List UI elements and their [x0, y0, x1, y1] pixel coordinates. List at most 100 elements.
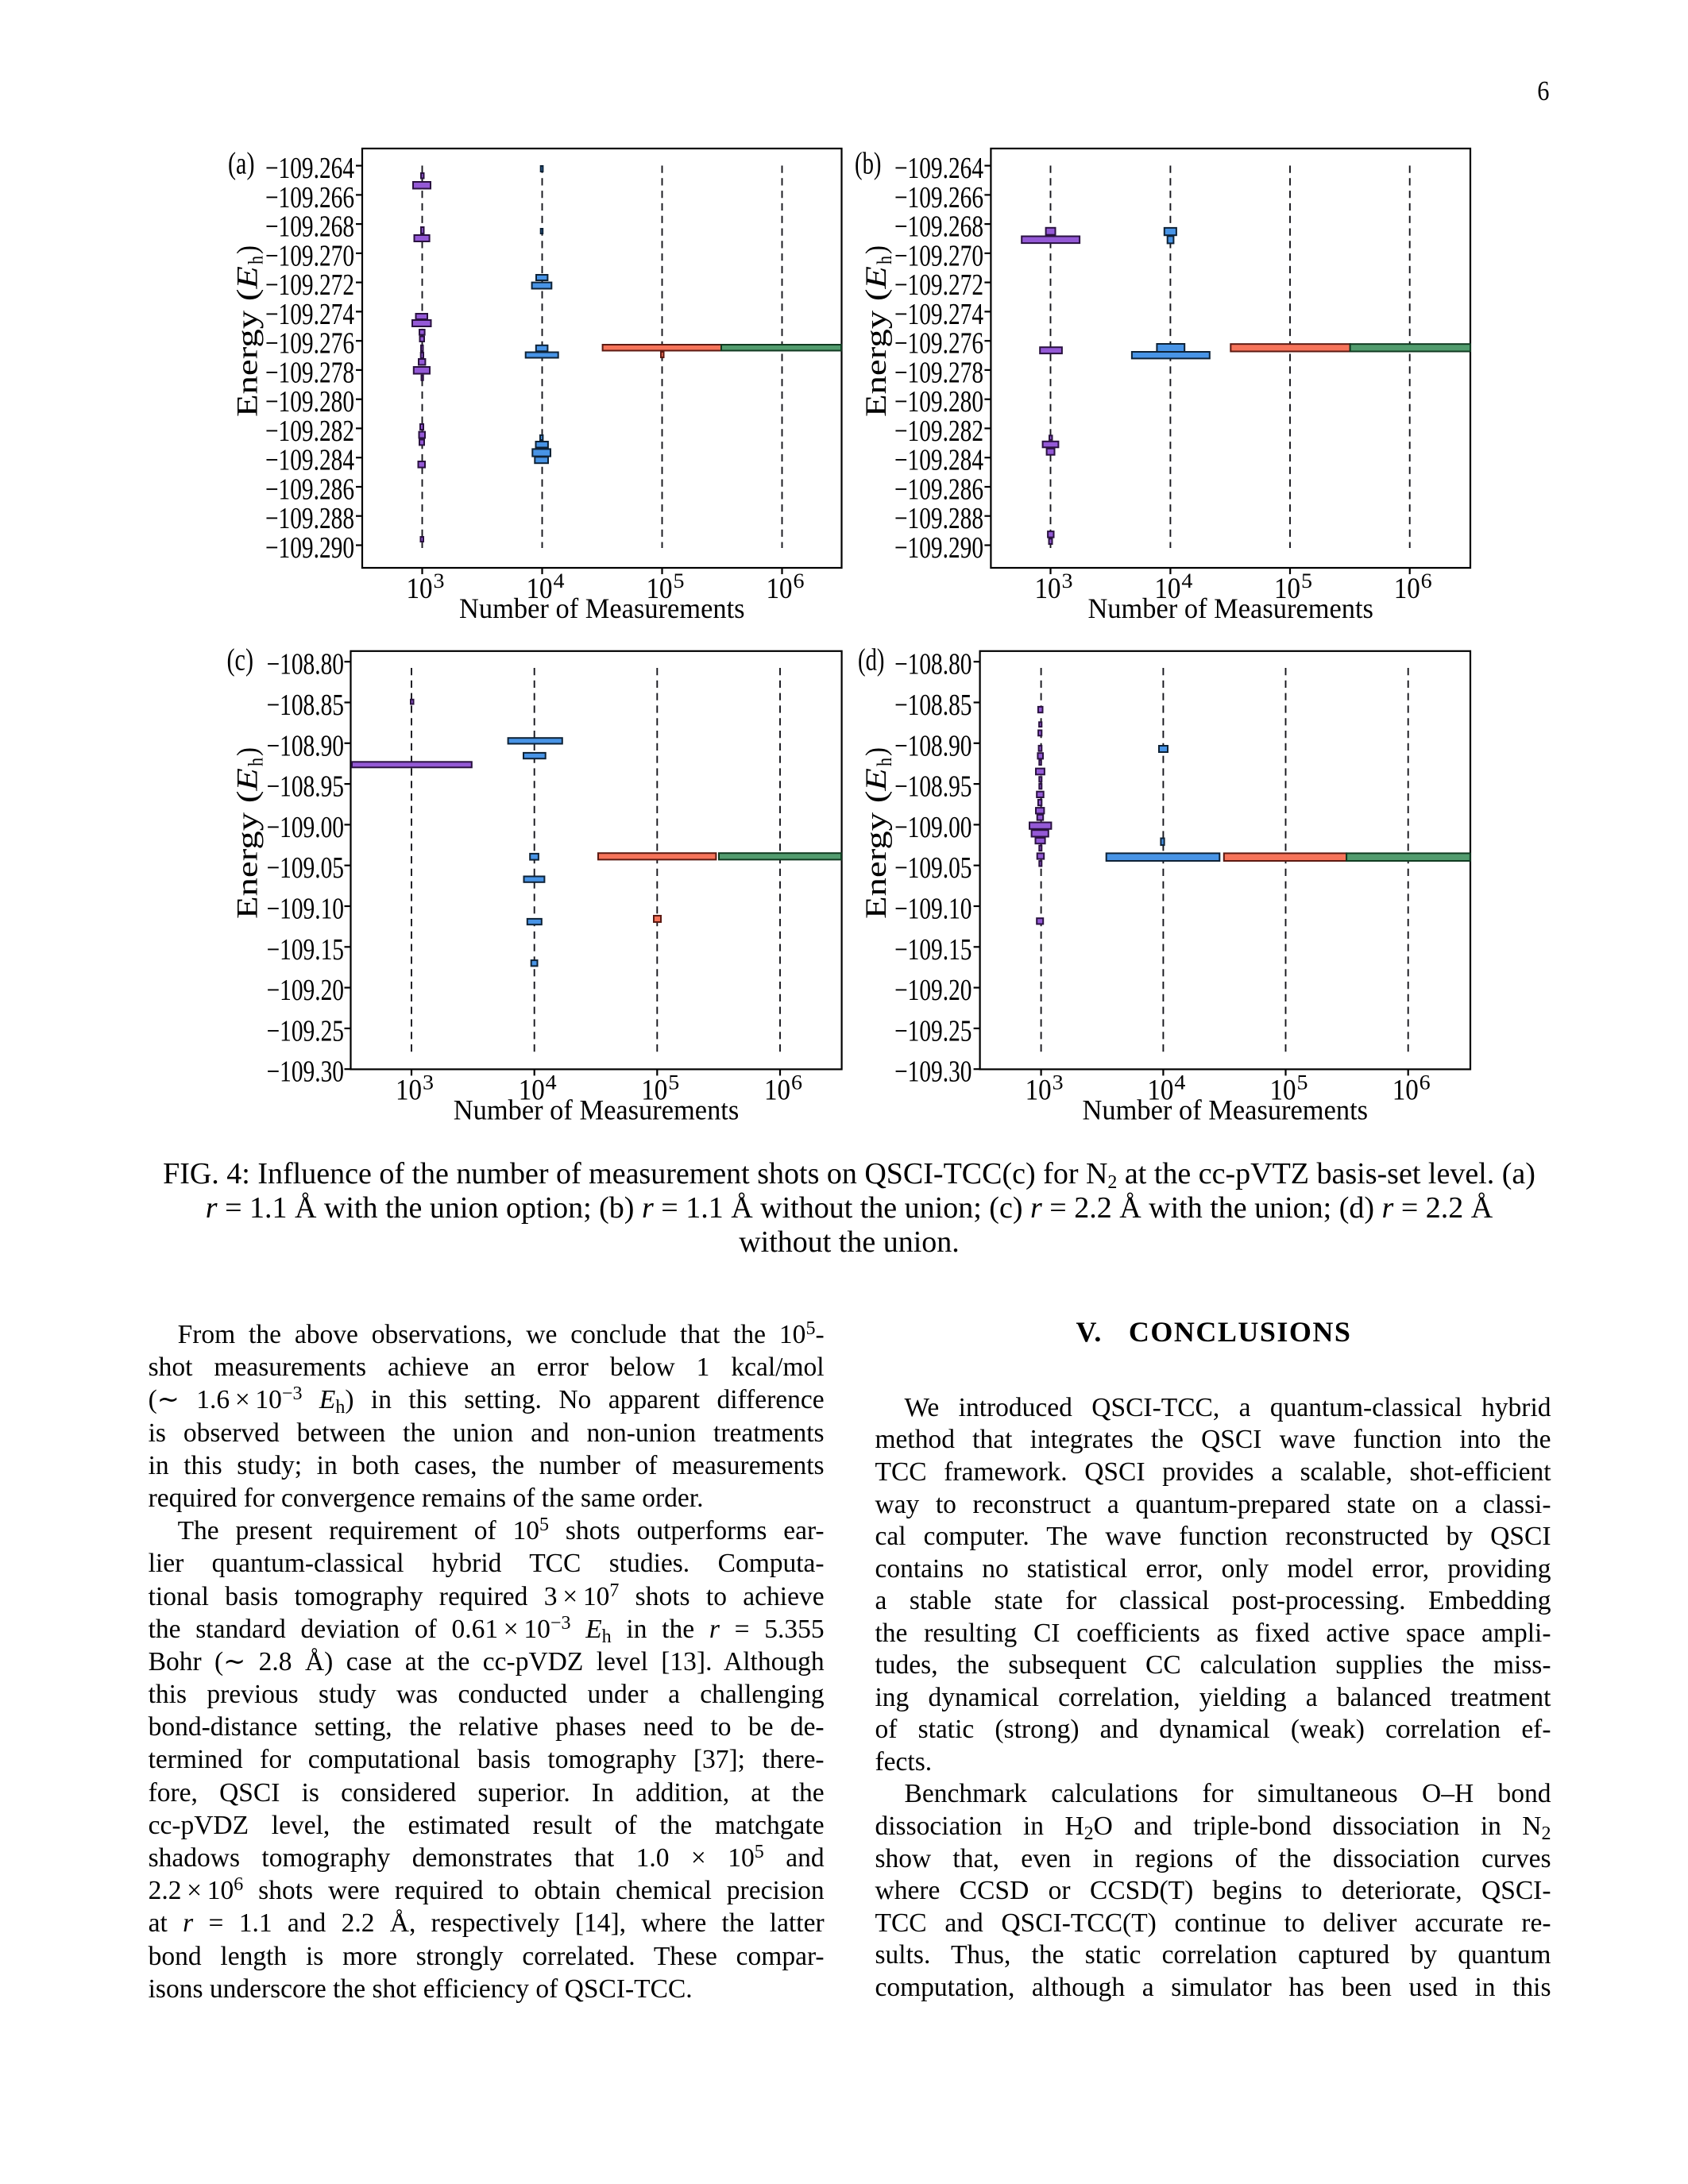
svg-text:5: 5	[674, 569, 685, 592]
svg-text:): )	[860, 245, 893, 254]
svg-text:): )	[232, 747, 265, 756]
svg-text:Number of Measurements: Number of Measurements	[1083, 1094, 1369, 1125]
svg-text:−108.90: −108.90	[267, 729, 344, 762]
svg-text:10: 10	[1274, 573, 1300, 605]
svg-text:Number of Measurements: Number of Measurements	[454, 1094, 740, 1125]
svg-text:5: 5	[668, 1071, 679, 1094]
svg-text:−109.20: −109.20	[894, 974, 971, 1007]
svg-text:(b): (b)	[855, 146, 882, 180]
svg-text:−108.95: −108.95	[894, 770, 971, 804]
svg-text:6: 6	[1537, 75, 1549, 106]
svg-text:Energy (E: Energy (E	[232, 266, 265, 417]
svg-text:3: 3	[423, 1071, 434, 1094]
svg-text:10: 10	[647, 573, 673, 605]
svg-text:−109.278: −109.278	[265, 356, 354, 389]
svg-text:3: 3	[434, 569, 445, 592]
svg-text:−109.270: −109.270	[265, 239, 354, 272]
svg-text:4: 4	[554, 569, 565, 592]
svg-text:5: 5	[1301, 569, 1312, 592]
svg-text:3: 3	[1053, 1071, 1064, 1094]
svg-text:−109.05: −109.05	[267, 851, 344, 885]
svg-text:10: 10	[1394, 573, 1420, 605]
svg-text:−109.10: −109.10	[894, 893, 971, 926]
svg-text:(d): (d)	[858, 643, 885, 677]
svg-text:h: h	[245, 758, 268, 766]
svg-text:−109.276: −109.276	[894, 327, 983, 361]
svg-text:−108.90: −108.90	[894, 729, 971, 762]
svg-text:Energy (E: Energy (E	[860, 768, 893, 919]
svg-text:−109.290: −109.290	[265, 531, 354, 565]
svg-text:−109.25: −109.25	[894, 1014, 971, 1048]
svg-text:10: 10	[764, 1074, 790, 1106]
svg-text:−109.284: −109.284	[265, 444, 354, 477]
svg-text:−108.80: −108.80	[267, 648, 344, 681]
svg-text:−109.00: −109.00	[894, 811, 971, 844]
svg-text:−109.280: −109.280	[265, 385, 354, 419]
svg-text:10: 10	[641, 1074, 667, 1106]
svg-text:h: h	[873, 758, 896, 766]
svg-text:10: 10	[1270, 1074, 1296, 1106]
svg-text:−109.25: −109.25	[267, 1014, 344, 1048]
svg-text:−109.264: −109.264	[265, 152, 354, 185]
svg-text:−109.264: −109.264	[894, 152, 983, 185]
svg-text:−109.286: −109.286	[894, 473, 983, 507]
svg-text:h: h	[245, 256, 268, 264]
svg-text:3: 3	[1062, 569, 1073, 592]
svg-text:5: 5	[1297, 1071, 1308, 1094]
svg-text:−109.05: −109.05	[894, 851, 971, 885]
svg-text:−109.00: −109.00	[267, 811, 344, 844]
svg-text:−109.280: −109.280	[894, 385, 983, 419]
svg-text:−109.272: −109.272	[265, 268, 354, 302]
svg-text:10: 10	[407, 573, 433, 605]
svg-text:10: 10	[1154, 573, 1180, 605]
svg-text:(a): (a)	[228, 146, 255, 180]
svg-text:−109.268: −109.268	[265, 210, 354, 244]
svg-text:4: 4	[546, 1071, 557, 1094]
svg-text:h: h	[873, 256, 896, 264]
svg-text:−109.270: −109.270	[894, 239, 983, 272]
svg-text:10: 10	[1393, 1074, 1419, 1106]
svg-text:10: 10	[1035, 573, 1061, 605]
svg-text:−109.278: −109.278	[894, 356, 983, 389]
svg-text:10: 10	[519, 1074, 545, 1106]
svg-text:−109.274: −109.274	[894, 298, 983, 331]
svg-text:−109.15: −109.15	[894, 933, 971, 967]
svg-text:6: 6	[791, 1071, 802, 1094]
svg-text:−109.15: −109.15	[267, 933, 344, 967]
svg-text:−109.286: −109.286	[265, 473, 354, 507]
svg-text:−109.10: −109.10	[267, 893, 344, 926]
svg-text:10: 10	[396, 1074, 422, 1106]
svg-text:−109.276: −109.276	[265, 327, 354, 361]
svg-text:−109.266: −109.266	[894, 181, 983, 214]
svg-text:−108.85: −108.85	[894, 689, 971, 722]
svg-text:Number of Measurements: Number of Measurements	[459, 592, 745, 624]
svg-text:−109.284: −109.284	[894, 444, 983, 477]
svg-text:10: 10	[1026, 1074, 1052, 1106]
svg-text:): )	[232, 245, 265, 254]
svg-text:6: 6	[1420, 1071, 1431, 1094]
svg-text:6: 6	[794, 569, 805, 592]
svg-text:Number of Measurements: Number of Measurements	[1087, 592, 1373, 624]
svg-text:−109.288: −109.288	[894, 502, 983, 535]
svg-text:−109.268: −109.268	[894, 210, 983, 244]
svg-text:Energy (E: Energy (E	[860, 266, 893, 417]
svg-text:): )	[860, 747, 893, 756]
svg-text:−108.80: −108.80	[894, 648, 971, 681]
svg-text:−109.282: −109.282	[265, 415, 354, 448]
svg-text:6: 6	[1421, 569, 1432, 592]
svg-text:−109.30: −109.30	[894, 1055, 971, 1089]
svg-text:−109.290: −109.290	[894, 531, 983, 565]
svg-text:−109.30: −109.30	[267, 1055, 344, 1089]
svg-text:−109.282: −109.282	[894, 415, 983, 448]
svg-text:−109.274: −109.274	[265, 298, 354, 331]
svg-text:10: 10	[1147, 1074, 1173, 1106]
svg-text:4: 4	[1174, 1071, 1185, 1094]
svg-text:10: 10	[767, 573, 793, 605]
svg-text:−109.272: −109.272	[894, 268, 983, 302]
svg-text:10: 10	[527, 573, 553, 605]
svg-text:−109.266: −109.266	[265, 181, 354, 214]
svg-text:Energy (E: Energy (E	[232, 768, 265, 919]
svg-text:−108.85: −108.85	[267, 689, 344, 722]
svg-text:−109.288: −109.288	[265, 502, 354, 535]
svg-text:−109.20: −109.20	[267, 974, 344, 1007]
